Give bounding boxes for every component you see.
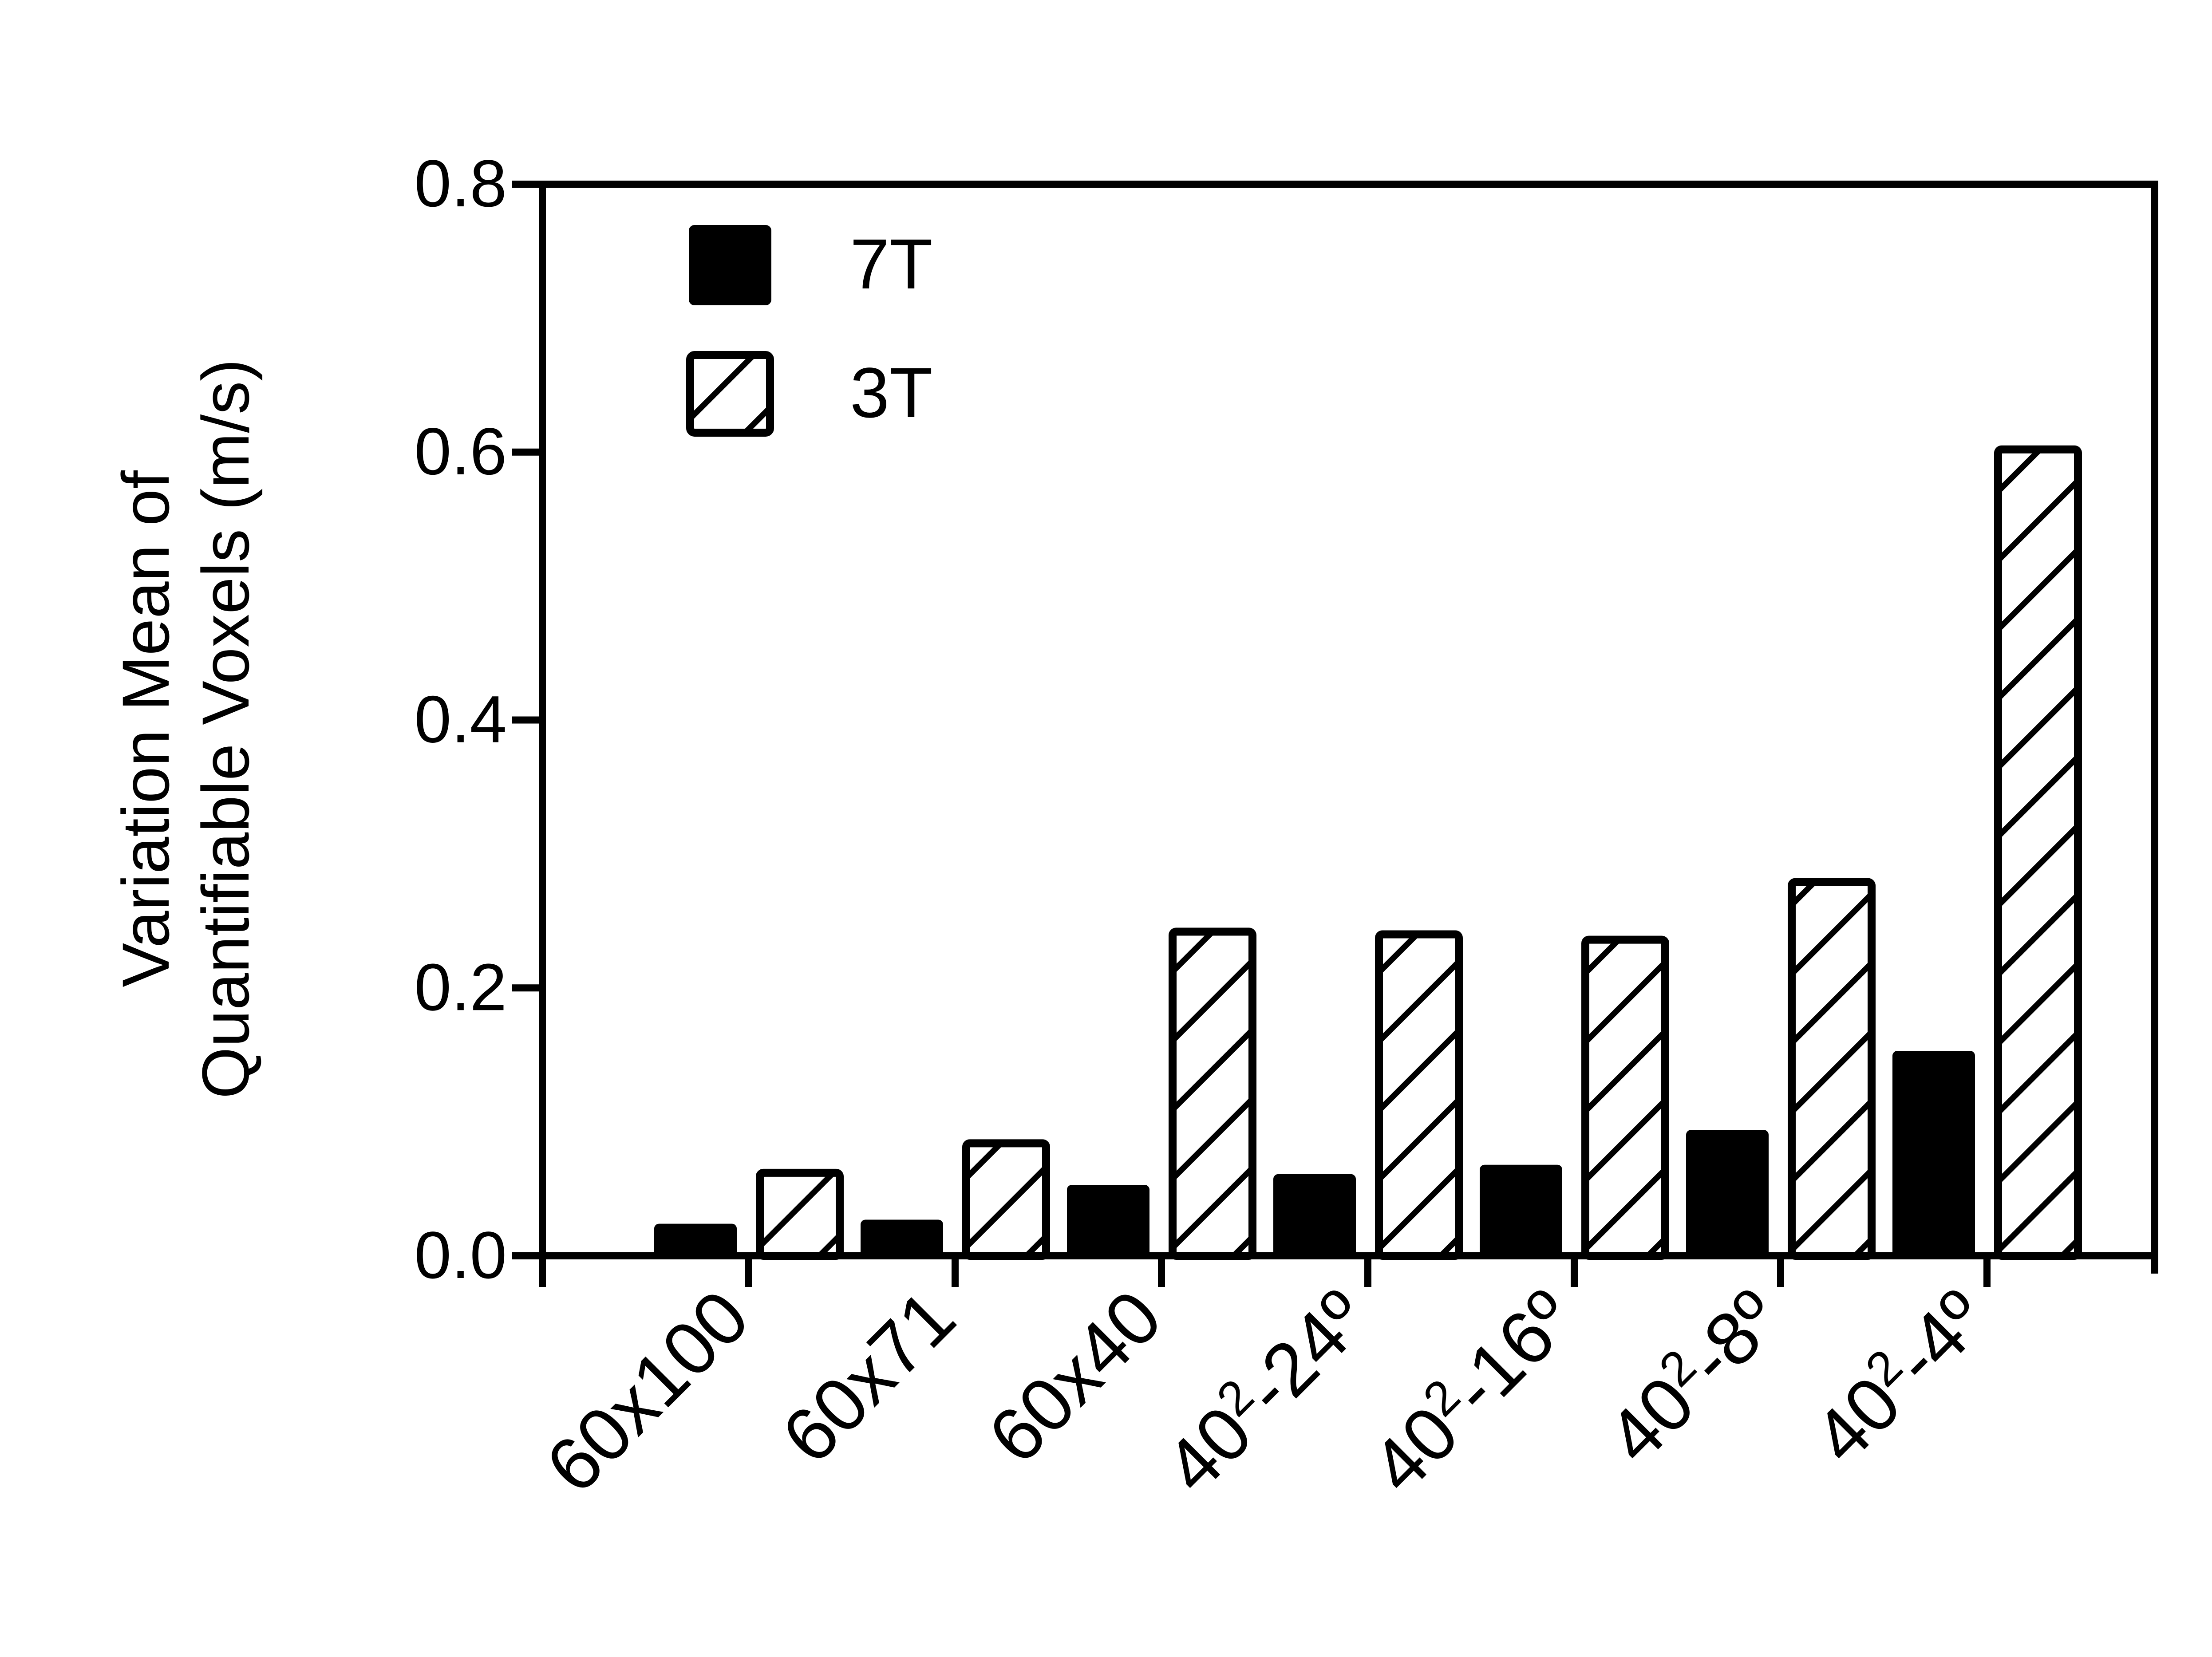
bar-7T-6 [1892,1051,1975,1257]
bar-7T-2 [1067,1185,1149,1257]
bar-3T-5 [1788,878,1876,1260]
legend-label-3T: 3T [850,353,933,432]
legend-swatch-3T [686,351,774,437]
legend: 7T 3T [686,224,933,437]
plot-area [654,445,2082,1260]
bar-3T-2 [1169,927,1256,1260]
x-tick-label-0: 60x100 [530,1274,765,1509]
y-tick-label-3: 0.6 [414,414,507,489]
x-tick-label-3: 402-24º [1147,1272,1384,1509]
legend-label-7T: 7T [850,224,933,304]
x-tick-label-4: 402-16º [1353,1272,1590,1509]
y-label-line-1: Quantifiable Voxels (m/s) [188,359,263,1099]
y-tick-label-4: 0.8 [414,146,507,221]
y-tick-label-0: 0.0 [414,1218,507,1292]
bar-7T-1 [861,1219,943,1257]
bar-3T-3 [1375,930,1463,1260]
x-tick-label-2: 60x40 [972,1274,1177,1479]
bar-3T-0 [756,1168,844,1260]
y-tick-label-1: 0.2 [414,950,507,1024]
plot-frame [539,181,2158,1259]
legend-swatch-7T [689,225,771,305]
y-axis: 0.0 0.2 0.4 0.6 0.8 [414,146,542,1292]
y-label-line-0: Variation Mean of [108,470,183,987]
bar-7T-0 [654,1223,737,1258]
x-tick-label-1: 60x71 [766,1274,971,1479]
y-tick-label-2: 0.4 [414,682,507,757]
y-axis-label: Variation Mean of Quantifiable Voxels (m/… [108,359,263,1099]
plot-border [539,181,2158,1259]
bar-7T-5 [1686,1130,1769,1258]
x-tick-label-6: 402-4º [1796,1272,2003,1479]
bar-7T-3 [1273,1174,1356,1257]
bar-3T-1 [962,1139,1050,1260]
x-tick-label-5: 402-8º [1589,1272,1797,1479]
bar-3T-6 [1994,445,2082,1260]
bar-7T-4 [1480,1164,1562,1257]
bar-3T-4 [1581,935,1669,1260]
